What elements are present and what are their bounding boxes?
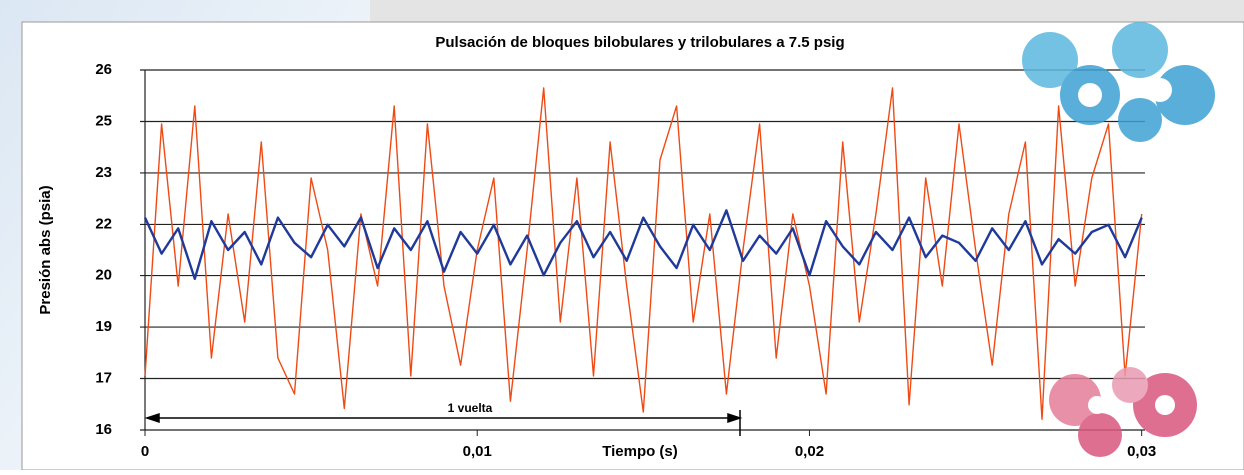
background-band (370, 0, 1244, 22)
y-tick-label: 17 (95, 369, 112, 386)
y-tick-label: 25 (95, 112, 112, 129)
chart: 1 vuelta Pulsación de bloques bilobulare… (0, 0, 1244, 470)
x-tick-label: 0,03 (1127, 443, 1156, 460)
x-tick-label: 0,02 (795, 443, 824, 460)
x-tick-label: 0 (141, 443, 149, 460)
y-axis-label: Presión abs (psia) (37, 185, 54, 314)
y-tick-label: 16 (95, 421, 112, 438)
annotation: 1 vuelta (448, 401, 493, 415)
y-tick-label: 22 (95, 215, 112, 232)
y-tick-label: 19 (95, 318, 112, 335)
y-tick-label: 23 (95, 164, 112, 181)
x-tick-label: 0,01 (463, 443, 492, 460)
x-axis-label: Tiempo (s) (602, 443, 678, 460)
chart-title: Pulsación de bloques bilobulares y trilo… (435, 34, 844, 51)
page: {"chart_data": { "type": "line", "title"… (0, 0, 1244, 470)
y-tick-label: 26 (95, 61, 112, 78)
y-tick-label: 20 (95, 267, 112, 284)
